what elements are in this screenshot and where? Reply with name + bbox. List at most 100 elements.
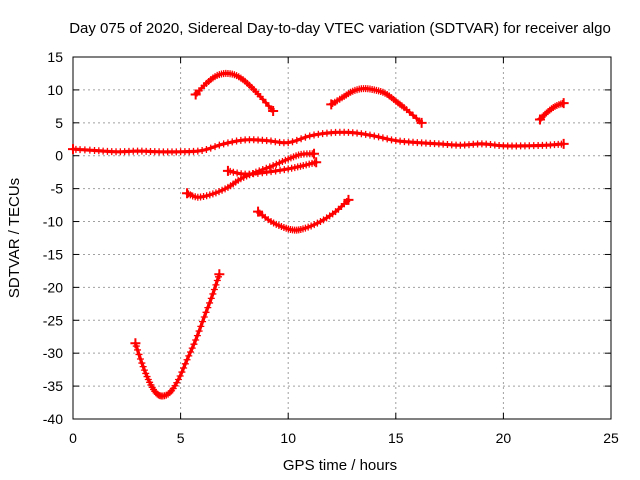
series-endpoint-marker [214, 269, 225, 280]
data-point-marker [366, 131, 374, 139]
data-point-marker [215, 141, 223, 149]
data-point-marker [375, 133, 383, 141]
data-point-marker [307, 222, 315, 230]
series-endpoint-marker [68, 144, 78, 155]
data-point-marker [233, 137, 241, 145]
tick-layer: 0 5 10 15 20 25 15 10 5 0 -5 -10 -15 -20 -25 -30 -35 -40 [43, 49, 619, 446]
x-axis-title: GPS time / hours [283, 457, 397, 474]
y-tick-label: 5 [55, 115, 63, 131]
series-arc-deep-minus-36 [130, 269, 225, 400]
data-point-marker [136, 355, 144, 363]
data-point-marker [200, 313, 208, 321]
data-point-marker [174, 376, 182, 384]
series-endpoint-marker [253, 206, 264, 217]
data-point-marker [383, 135, 391, 143]
data-point-marker [224, 139, 232, 147]
data-point-marker [178, 368, 186, 376]
y-tick-label: 15 [47, 49, 63, 65]
data-point-marker [139, 363, 147, 371]
data-point-marker [209, 190, 217, 198]
data-point-marker [207, 294, 215, 302]
data-point-marker [288, 164, 296, 172]
data-point-marker [313, 219, 321, 227]
data-point-marker [134, 346, 142, 354]
data-point-marker [275, 159, 283, 167]
series-endpoint-marker [222, 165, 233, 176]
data-point-marker [269, 162, 277, 170]
data-point-marker [193, 332, 201, 340]
data-point-marker [212, 189, 220, 197]
series-endpoint-marker [416, 117, 427, 128]
data-point-marker [362, 130, 370, 138]
series-endpoint-marker [190, 89, 201, 100]
x-tick-label: 20 [496, 430, 512, 446]
data-point-marker [276, 166, 284, 174]
data-point-marker [406, 108, 414, 116]
y-tick-label: -10 [43, 214, 63, 230]
data-point-marker [183, 356, 191, 364]
data-point-marker [190, 340, 198, 348]
data-point-marker [357, 130, 365, 138]
data-point-marker [409, 111, 417, 119]
y-tick-label: -15 [43, 246, 63, 262]
chart-title: Day 075 of 2020, Sidereal Day-to-day VTE… [69, 20, 611, 37]
data-point-marker [302, 161, 310, 169]
data-point-marker [272, 167, 280, 175]
data-point-marker [140, 366, 148, 374]
grid-layer [73, 57, 611, 419]
data-point-marker [181, 360, 189, 368]
data-point-marker [185, 352, 193, 360]
data-point-marker [387, 136, 395, 144]
data-point-marker [192, 336, 200, 344]
data-point-marker [203, 192, 211, 200]
data-point-marker [135, 350, 143, 358]
data-point-marker [379, 134, 387, 142]
x-tick-label: 10 [280, 430, 296, 446]
data-point-marker [280, 166, 288, 174]
data-point-marker [210, 285, 218, 293]
series-endpoint-marker [343, 194, 354, 205]
y-tick-label: -20 [43, 279, 63, 295]
data-point-marker [306, 132, 314, 140]
data-point-marker [212, 281, 220, 289]
data-point-marker [213, 277, 221, 285]
series-endpoint-marker [558, 98, 569, 109]
series-arc-late-rise [534, 98, 569, 125]
data-point-marker [220, 140, 228, 148]
x-tick-label: 15 [388, 430, 404, 446]
data-point-marker [215, 188, 223, 196]
data-point-marker [209, 290, 217, 298]
data-point-marker [180, 364, 188, 372]
data-point-marker [233, 169, 241, 177]
series-arc-minus-2-band [222, 157, 322, 178]
data-point-marker [198, 146, 206, 154]
x-tick-label: 5 [177, 430, 185, 446]
series-endpoint-marker [182, 188, 193, 199]
plot-frame [72, 56, 612, 420]
series-endpoint-marker [534, 114, 545, 125]
series-endpoint-marker [558, 138, 569, 149]
y-axis-title: SDTVAR / TECUs [6, 178, 23, 298]
y-tick-label: 0 [55, 148, 63, 164]
y-tick-label: -40 [43, 411, 63, 427]
data-point-marker [202, 308, 210, 316]
data-point-marker [138, 359, 146, 367]
data-point-marker [188, 344, 196, 352]
data-point-marker [207, 144, 215, 152]
series-layer [68, 69, 569, 400]
data-point-marker [200, 193, 208, 201]
series-arc-peak-12 [190, 69, 279, 116]
data-point-marker [228, 138, 236, 146]
data-point-marker [211, 143, 219, 151]
data-point-marker [314, 130, 322, 138]
x-tick-label: 0 [69, 430, 77, 446]
series-endpoint-marker [130, 338, 141, 349]
series-arc-minus-11 [253, 194, 354, 234]
series-endpoint-marker [309, 148, 320, 159]
data-point-marker [176, 372, 184, 380]
data-point-marker [284, 165, 292, 173]
series-endpoint-marker [311, 157, 322, 168]
data-point-marker [206, 191, 214, 199]
